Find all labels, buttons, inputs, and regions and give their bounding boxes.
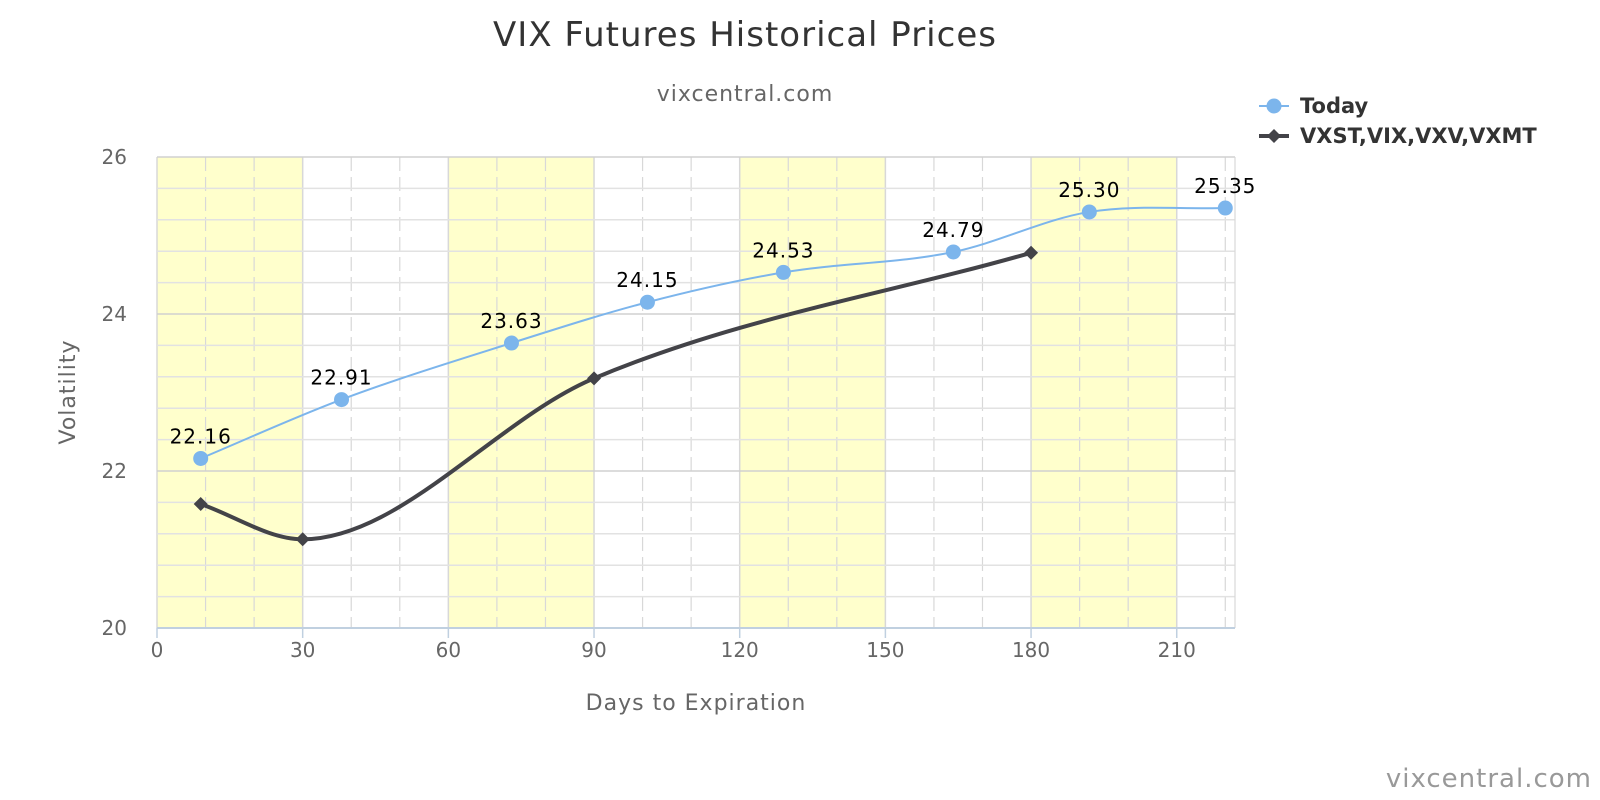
today-point bbox=[945, 244, 961, 260]
legend-label: Today bbox=[1300, 94, 1369, 118]
x-tick-label: 30 bbox=[290, 638, 315, 662]
spot-indices-point bbox=[193, 496, 208, 511]
x-tick-label: 150 bbox=[866, 638, 904, 662]
y-tick-label: 26 bbox=[102, 145, 127, 169]
y-tick-label: 24 bbox=[102, 302, 127, 326]
today-data-label: 25.30 bbox=[1058, 178, 1120, 202]
today-data-label: 25.35 bbox=[1194, 174, 1256, 198]
spot-indices-point bbox=[1024, 245, 1039, 260]
spot-indices-line bbox=[200, 250, 1032, 542]
today-point bbox=[193, 450, 209, 466]
shaded-band bbox=[739, 157, 886, 628]
today-data-label: 22.91 bbox=[310, 366, 372, 390]
today-point bbox=[639, 294, 655, 310]
x-tick-label: 60 bbox=[436, 638, 461, 662]
today-data-label: 24.15 bbox=[616, 268, 678, 292]
chart-subtitle: vixcentral.com bbox=[657, 82, 834, 107]
y-tick-label: 20 bbox=[102, 616, 127, 640]
today-point bbox=[334, 392, 350, 408]
y-axis-title: Volatility bbox=[56, 339, 81, 444]
today-line bbox=[200, 206, 1226, 460]
data-labels: 22.16 22.91 23.63 24.15 24.53 24.79 25.30 25.35 bbox=[170, 174, 1256, 448]
y-tick-label: 22 bbox=[102, 459, 127, 483]
shaded-bands bbox=[157, 157, 1177, 628]
chart-title: VIX Futures Historical Prices bbox=[493, 15, 997, 55]
legend-item-today[interactable]: Today bbox=[1259, 94, 1369, 118]
grid-lines bbox=[156, 156, 1236, 629]
today-data-label: 22.16 bbox=[170, 424, 232, 448]
credits-link[interactable]: vixcentral.com bbox=[1386, 764, 1592, 794]
tick-labels: 0 30 60 90 120 150 180 210 20 22 24 26 bbox=[102, 145, 1196, 662]
legend-marker bbox=[1266, 98, 1282, 114]
spot-indices-point bbox=[295, 532, 310, 547]
today-data-label: 24.79 bbox=[922, 218, 984, 242]
shaded-band bbox=[157, 157, 303, 628]
legend-item-spot-indices[interactable]: VXST,VIX,VXV,VXMT bbox=[1259, 124, 1537, 148]
today-data-label: 24.53 bbox=[752, 238, 814, 262]
x-tick-label: 120 bbox=[721, 638, 759, 662]
shaded-band bbox=[448, 157, 595, 628]
axes bbox=[156, 627, 1235, 638]
today-point bbox=[1081, 204, 1097, 220]
shaded-band bbox=[1031, 157, 1177, 628]
legend-label: VXST,VIX,VXV,VXMT bbox=[1300, 124, 1537, 148]
today-point bbox=[775, 264, 791, 280]
today-point bbox=[1217, 200, 1233, 216]
x-axis-title: Days to Expiration bbox=[586, 691, 807, 716]
x-tick-label: 180 bbox=[1012, 638, 1050, 662]
today-point bbox=[503, 335, 519, 351]
legend-marker bbox=[1267, 129, 1281, 143]
series-group bbox=[193, 200, 1233, 547]
x-tick-label: 0 bbox=[151, 638, 164, 662]
x-tick-label: 210 bbox=[1158, 638, 1196, 662]
spot-indices-point bbox=[587, 371, 602, 386]
legend[interactable]: Today VXST,VIX,VXV,VXMT bbox=[1259, 94, 1537, 148]
today-data-label: 23.63 bbox=[480, 309, 542, 333]
x-tick-label: 90 bbox=[581, 638, 606, 662]
